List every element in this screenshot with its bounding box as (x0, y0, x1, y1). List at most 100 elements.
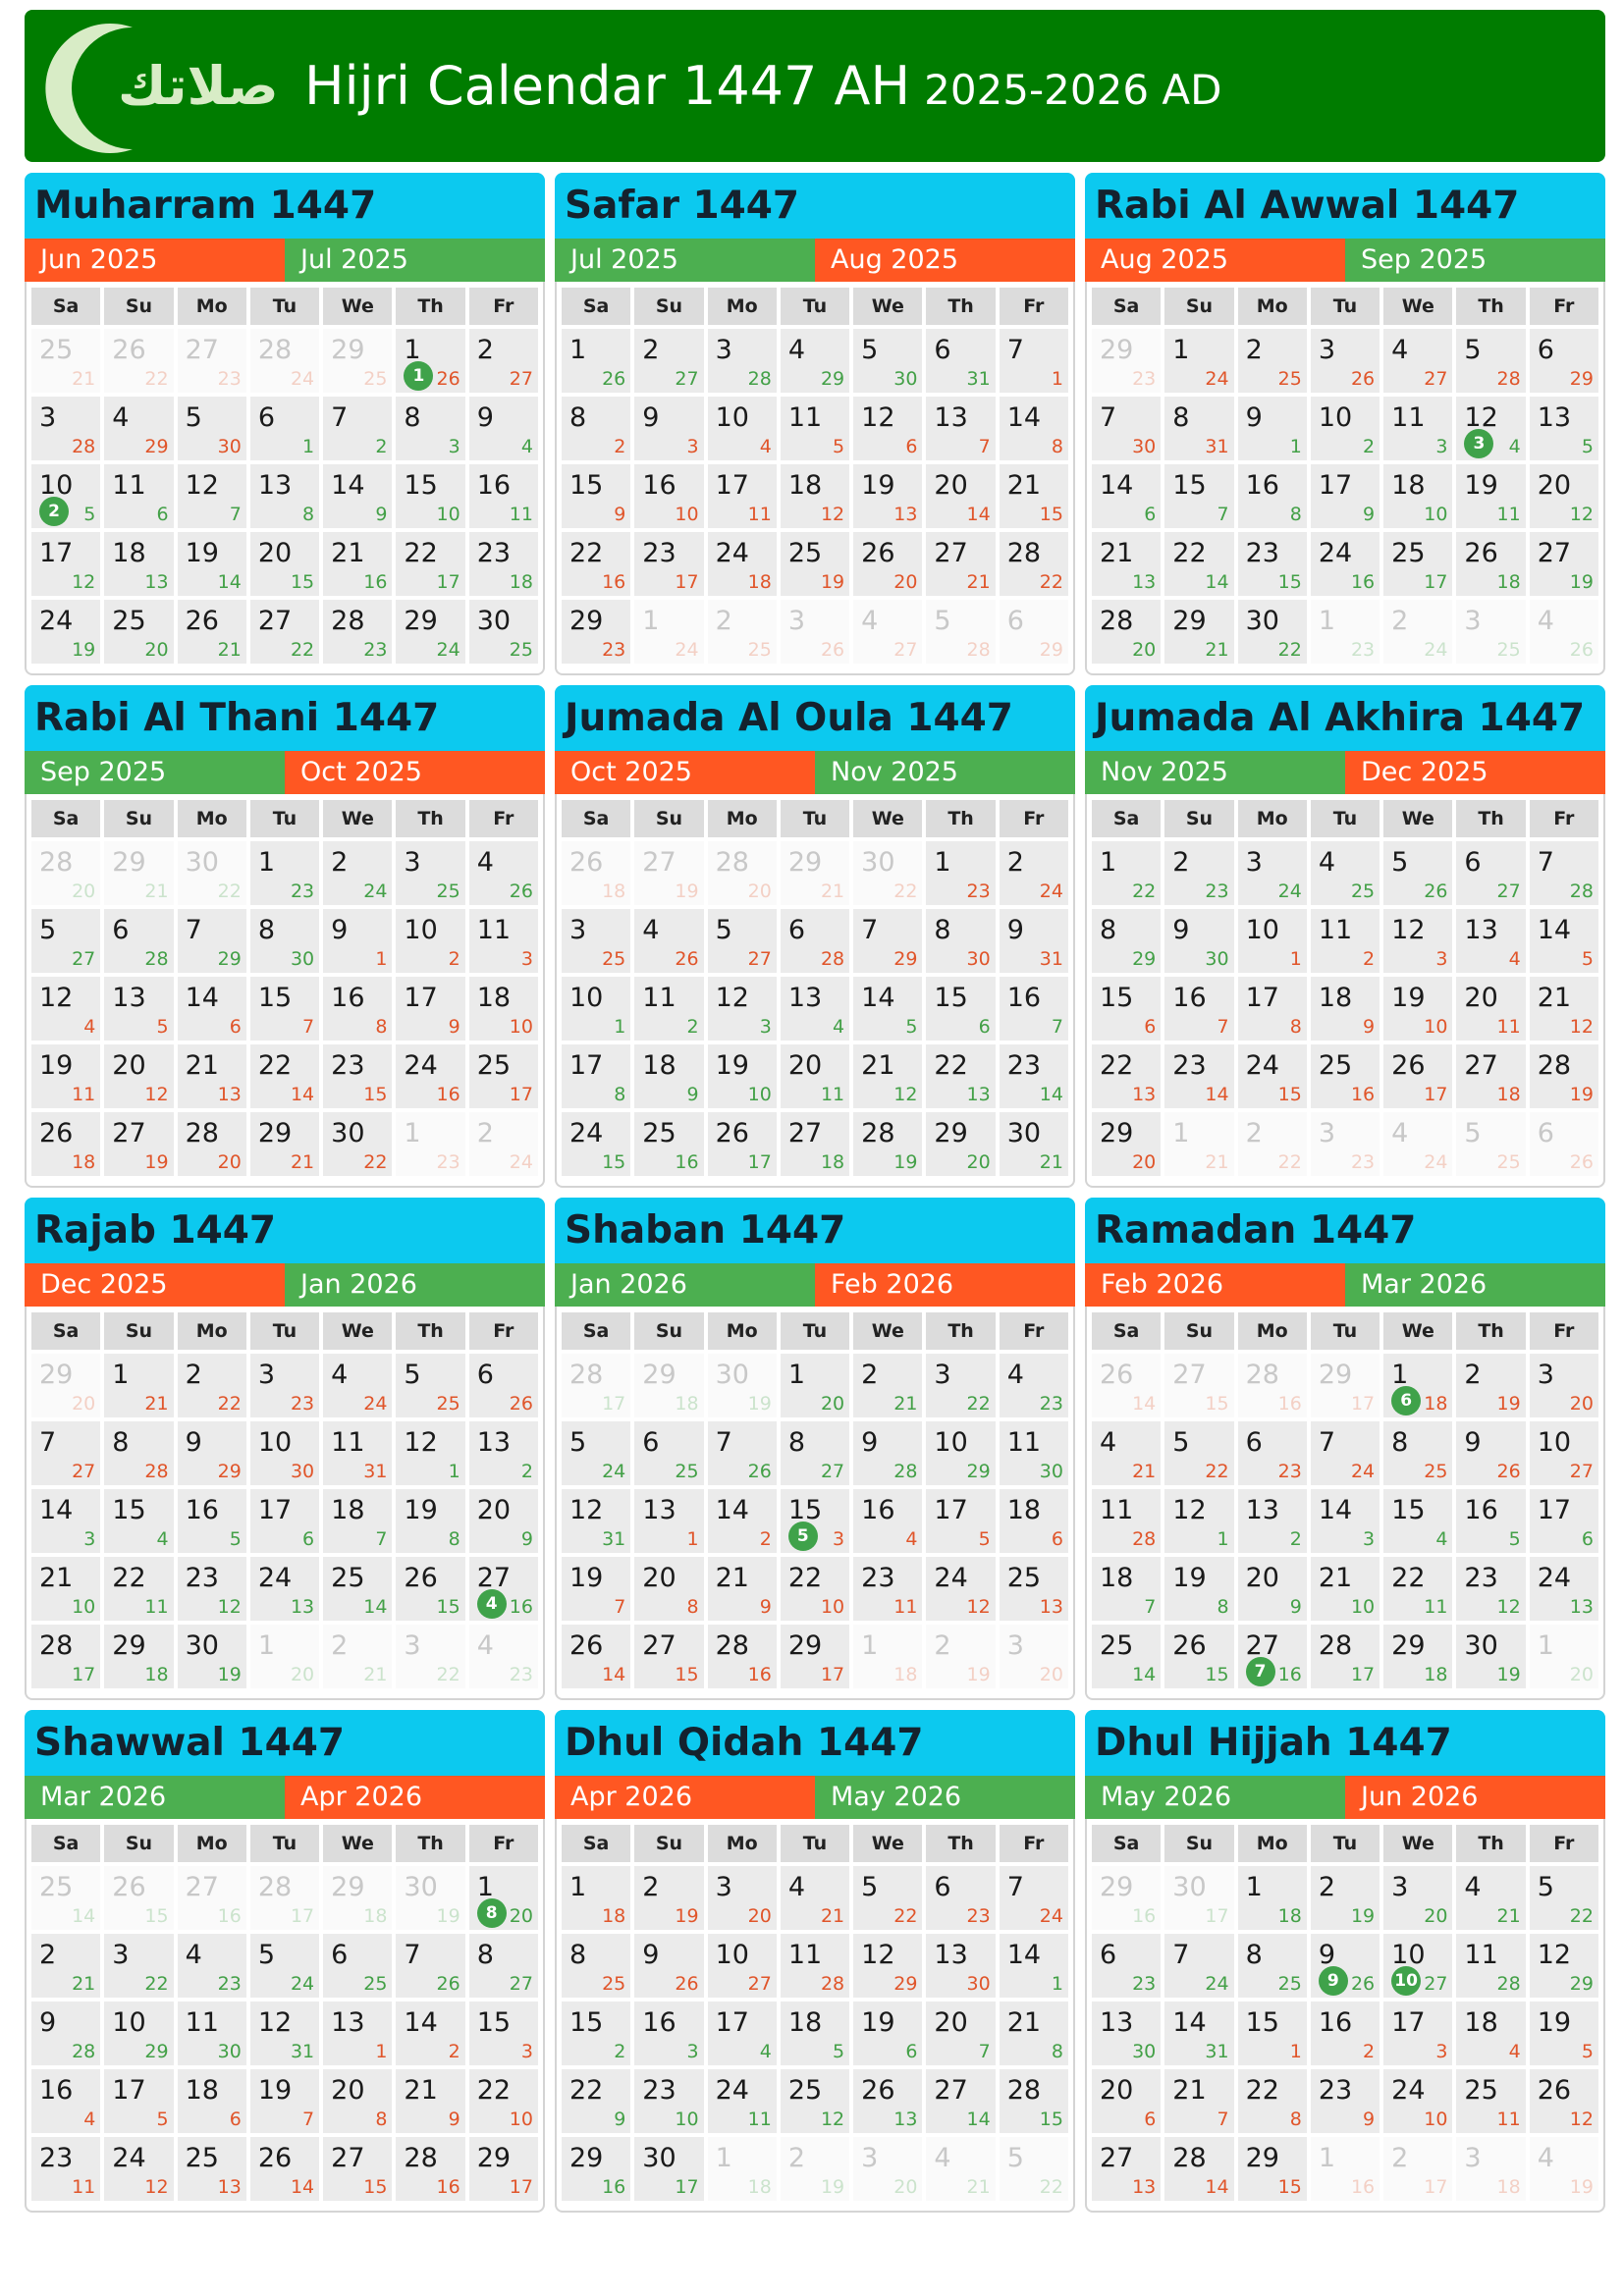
day-cell[interactable]: 22 8 (1237, 2069, 1307, 2133)
day-cell[interactable]: 24 19 (31, 600, 101, 664)
day-cell-outside[interactable]: 3 22 (396, 1625, 465, 1688)
day-cell-outside[interactable]: 29 21 (104, 841, 174, 905)
day-cell[interactable]: 17 5 (104, 2069, 174, 2133)
day-cell[interactable]: 13 8 (249, 464, 320, 528)
day-cell[interactable]: 6 23 (1092, 1934, 1162, 1998)
day-cell[interactable]: 9 28 (853, 1421, 923, 1485)
day-cell-outside[interactable]: 29 17 (1310, 1354, 1380, 1417)
day-cell[interactable]: 12 3 (1383, 909, 1453, 973)
day-cell[interactable]: 24 15 (1237, 1044, 1307, 1108)
day-cell[interactable]: 20 12 (104, 1044, 174, 1108)
day-cell[interactable]: 3 20 (1529, 1354, 1598, 1417)
day-cell-outside[interactable]: 1 23 (1310, 600, 1380, 664)
day-cell[interactable]: 16 8 (323, 977, 393, 1041)
day-cell[interactable]: 30 19 (1456, 1625, 1526, 1688)
day-cell[interactable]: 2 19 (1310, 1866, 1380, 1930)
day-cell-outside[interactable]: 27 16 (177, 1866, 246, 1930)
day-cell[interactable]: 3 28 (31, 397, 101, 460)
event-marker[interactable]: 10 (1391, 1966, 1422, 1996)
day-cell[interactable]: 18 10 (1383, 464, 1453, 528)
day-cell-outside[interactable]: 3 18 (1456, 2137, 1526, 2201)
day-cell-outside[interactable]: 2 19 (780, 2137, 850, 2201)
day-cell[interactable]: 3 23 (249, 1354, 320, 1417)
day-cell[interactable]: 15 6 (1092, 977, 1162, 1041)
day-cell[interactable]: 2 19 (1456, 1354, 1526, 1417)
day-cell[interactable]: 10 4 (707, 397, 777, 460)
day-cell[interactable]: 18 5 (780, 2002, 850, 2065)
day-cell[interactable]: 8 31 (1164, 397, 1234, 460)
day-cell-outside[interactable]: 5 28 (926, 600, 996, 664)
day-cell[interactable]: 25 16 (1310, 1044, 1380, 1108)
day-cell[interactable]: 19 14 (177, 532, 246, 596)
day-cell[interactable]: 10 27 (707, 1934, 777, 1998)
day-cell[interactable]: 5 27 (707, 909, 777, 973)
day-cell[interactable]: 13 30 (926, 1934, 996, 1998)
day-cell[interactable]: 16 10 (634, 464, 704, 528)
day-cell[interactable]: 6 23 (926, 1866, 996, 1930)
day-cell-outside[interactable]: 28 20 (707, 841, 777, 905)
day-cell[interactable]: 26 18 (31, 1112, 101, 1176)
day-cell[interactable]: 9 30 (1164, 909, 1234, 973)
day-cell[interactable]: 6 28 (780, 909, 850, 973)
day-cell[interactable]: 20 8 (634, 1557, 704, 1621)
day-cell[interactable]: 25 11 (1456, 2069, 1526, 2133)
day-cell[interactable]: 2 24 (323, 841, 393, 905)
day-cell[interactable]: 30 17 (634, 2137, 704, 2201)
day-cell[interactable]: 17 3 (1383, 2002, 1453, 2065)
day-cell[interactable]: 8 27 (780, 1421, 850, 1485)
day-cell[interactable]: 4 23 (999, 1354, 1068, 1417)
day-cell[interactable]: 8 25 (562, 1934, 631, 1998)
day-cell-outside[interactable]: 29 21 (780, 841, 850, 905)
day-cell-outside[interactable]: 1 21 (1164, 1112, 1234, 1176)
day-cell-outside[interactable]: 1 18 (853, 1625, 923, 1688)
day-cell[interactable]: 5 30 (853, 329, 923, 393)
day-cell[interactable]: 22 17 (396, 532, 465, 596)
day-cell[interactable]: 21 12 (1529, 977, 1598, 1041)
day-cell-outside[interactable]: 5 22 (999, 2137, 1068, 2201)
day-cell[interactable]: 22 14 (249, 1044, 320, 1108)
day-cell[interactable]: 28 19 (853, 1112, 923, 1176)
day-cell[interactable]: 17 11 (707, 464, 777, 528)
day-cell[interactable]: 26 13 (853, 2069, 923, 2133)
day-cell[interactable]: 4 21 (1092, 1421, 1162, 1485)
day-cell[interactable]: 4 24 (323, 1354, 393, 1417)
day-cell[interactable]: 3 26 (1310, 329, 1380, 393)
day-cell[interactable]: 10 27 (1529, 1421, 1598, 1485)
event-marker[interactable]: 2 (39, 497, 69, 526)
event-marker[interactable]: 8 (476, 1898, 507, 1928)
day-cell[interactable]: 21 16 (323, 532, 393, 596)
day-cell[interactable]: 12 29 (1529, 1934, 1598, 1998)
day-cell[interactable]: 28 22 (999, 532, 1068, 596)
day-cell[interactable]: 3 22 (926, 1354, 996, 1417)
day-cell[interactable]: 12 7 (177, 464, 246, 528)
day-cell-outside[interactable]: 2 24 (1383, 600, 1453, 664)
day-cell[interactable]: 20 11 (780, 1044, 850, 1108)
day-cell[interactable]: 6 28 (104, 909, 174, 973)
day-cell[interactable]: 13 4 (780, 977, 850, 1041)
day-cell[interactable]: 12 1 (1164, 1489, 1234, 1553)
day-cell-outside[interactable]: 3 25 (1456, 600, 1526, 664)
day-cell[interactable]: 10 29 (104, 2002, 174, 2065)
day-cell[interactable]: 18 9 (634, 1044, 704, 1108)
day-cell[interactable]: 6 25 (634, 1421, 704, 1485)
day-cell[interactable]: 27 22 (249, 600, 320, 664)
day-cell-outside[interactable]: 2 21 (323, 1625, 393, 1688)
day-cell[interactable]: 24 15 (562, 1112, 631, 1176)
day-cell[interactable]: 6 27 (1456, 841, 1526, 905)
day-cell[interactable]: 2 24 (999, 841, 1068, 905)
day-cell[interactable]: 11 6 (104, 464, 174, 528)
day-cell[interactable]: 12 1 (396, 1421, 465, 1485)
day-cell[interactable]: 5 30 (177, 397, 246, 460)
day-cell[interactable]: 29 17 (468, 2137, 538, 2201)
day-cell[interactable]: 23 11 (31, 2137, 101, 2201)
day-cell-outside[interactable]: 1 20 (249, 1625, 320, 1688)
day-cell[interactable]: 18 7 (323, 1489, 393, 1553)
day-cell[interactable]: 19 8 (396, 1489, 465, 1553)
day-cell[interactable]: 27 15 (323, 2137, 393, 2201)
day-cell[interactable]: 26 20 (853, 532, 923, 596)
day-cell-outside[interactable]: 30 22 (177, 841, 246, 905)
day-cell[interactable]: 27 14 (926, 2069, 996, 2133)
day-cell[interactable]: 7 29 (853, 909, 923, 973)
